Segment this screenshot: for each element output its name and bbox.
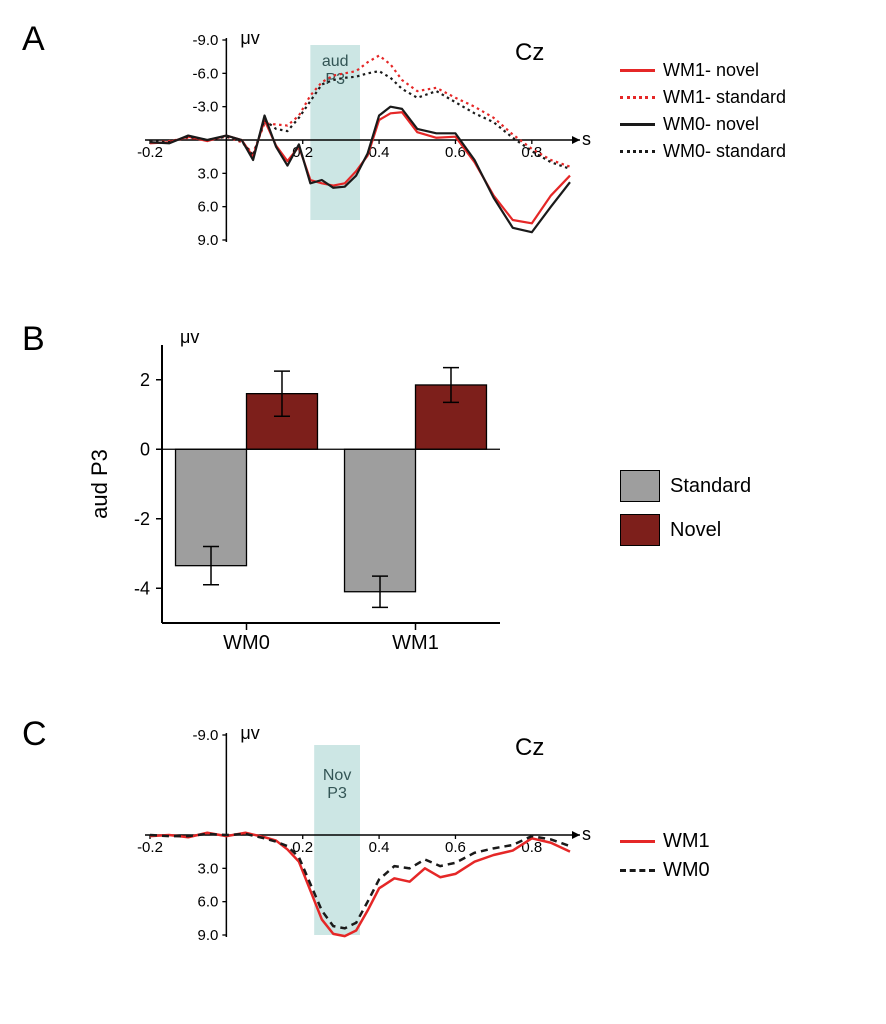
svg-text:-9.0: -9.0 [193,727,219,744]
legend-label: WM1- standard [663,87,786,108]
legend-line-icon [620,69,655,72]
legend-item: WM1- standard [620,87,786,108]
legend-label: WM1- novel [663,60,759,81]
legend-line-icon [620,96,655,99]
svg-text:0: 0 [140,439,150,459]
svg-text:3.0: 3.0 [198,165,219,182]
svg-text:μv: μv [240,723,259,743]
figure-root: A audP3-9.0-6.0-3.03.06.09.0-0.20.20.40.… [20,20,866,1004]
svg-text:WM1: WM1 [392,632,439,654]
panel-label-a: A [22,20,45,59]
svg-text:aud P3: aud P3 [87,449,112,519]
panel-a-chart: audP3-9.0-6.0-3.03.06.09.0-0.20.20.40.60… [80,25,600,255]
svg-text:-4: -4 [134,578,150,598]
svg-text:-0.2: -0.2 [137,144,163,161]
svg-text:s: s [582,129,591,149]
svg-text:μv: μv [180,327,199,347]
legend-item: WM0- standard [620,141,786,162]
legend-line-icon [620,869,655,872]
svg-text:9.0: 9.0 [198,927,219,944]
svg-text:Cz: Cz [515,734,544,761]
legend-line-icon [620,123,655,126]
svg-text:0.4: 0.4 [369,839,390,856]
legend-line-icon [620,840,655,843]
svg-text:-2: -2 [134,509,150,529]
panel-a-legend: WM1- novel WM1- standard WM0- novel WM0-… [620,60,786,168]
svg-text:aud: aud [322,53,349,70]
svg-text:Nov: Nov [323,767,351,784]
legend-label: Standard [670,475,751,498]
legend-line-icon [620,150,655,153]
panel-b-chart: -4 -2 0 2 μv aud P3 WM0 WM1 [80,325,510,665]
panel-label-b: B [22,320,45,359]
svg-text:P3: P3 [327,785,347,802]
svg-text:3.0: 3.0 [198,860,219,877]
legend-item: WM1- novel [620,60,786,81]
legend-swatch-icon [620,514,660,546]
legend-item: Novel [620,514,751,546]
svg-text:s: s [582,824,591,844]
svg-text:-9.0: -9.0 [193,32,219,49]
svg-text:0.4: 0.4 [369,144,390,161]
legend-swatch-icon [620,470,660,502]
legend-item: WM0- novel [620,114,786,135]
panel-b-legend: Standard Novel [620,470,751,552]
legend-label: WM1 [663,830,710,853]
legend-item: Standard [620,470,751,502]
legend-label: Novel [670,519,721,542]
svg-text:-3.0: -3.0 [193,99,219,116]
panel-c-chart: NovP3-9.03.06.09.0-0.20.20.40.60.8μvsCz [80,720,600,950]
svg-text:μv: μv [240,28,259,48]
panel-c-legend: WM1 WM0 [620,830,710,888]
svg-text:2: 2 [140,370,150,390]
legend-label: WM0 [663,859,710,882]
legend-label: WM0- standard [663,141,786,162]
panel-label-c: C [22,715,47,754]
svg-text:-0.2: -0.2 [137,839,163,856]
svg-text:Cz: Cz [515,39,544,66]
svg-text:-6.0: -6.0 [193,65,219,82]
svg-text:6.0: 6.0 [198,199,219,216]
svg-text:WM0: WM0 [223,632,270,654]
legend-item: WM0 [620,859,710,882]
svg-text:6.0: 6.0 [198,894,219,911]
svg-text:9.0: 9.0 [198,232,219,249]
svg-text:0.6: 0.6 [445,839,466,856]
legend-item: WM1 [620,830,710,853]
legend-label: WM0- novel [663,114,759,135]
